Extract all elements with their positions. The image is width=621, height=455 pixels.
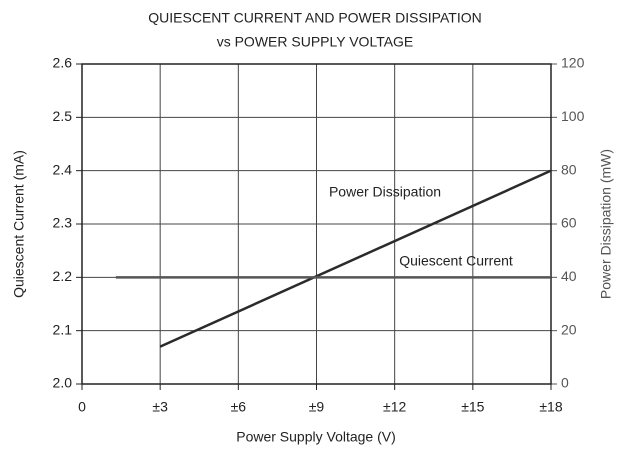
y2-tick-label: 0 — [561, 375, 569, 391]
series-label: Power Dissipation — [329, 184, 441, 200]
y2-tick-label: 60 — [561, 215, 577, 231]
y-tick-label: 2.5 — [53, 108, 73, 124]
y-tick-label: 2.2 — [53, 268, 73, 284]
x-tick-label: ±18 — [539, 399, 562, 415]
y2-tick-label: 80 — [561, 161, 577, 177]
x-tick-label: 0 — [78, 399, 86, 415]
y-tick-label: 2.0 — [53, 375, 73, 391]
y-tick-label: 2.1 — [53, 321, 73, 337]
series-label: Quiescent Current — [399, 253, 513, 269]
x-tick-label: ±6 — [231, 399, 247, 415]
y2-tick-label: 100 — [561, 108, 585, 124]
x-axis-label: Power Supply Voltage (V) — [236, 429, 396, 445]
y2-tick-label: 120 — [561, 55, 585, 71]
x-tick-label: ±3 — [152, 399, 168, 415]
y-tick-label: 2.4 — [53, 161, 73, 177]
x-tick-label: ±12 — [383, 399, 406, 415]
x-tick-label: ±9 — [309, 399, 325, 415]
plot-frame — [81, 63, 552, 385]
chart-title: QUIESCENT CURRENT AND POWER DISSIPATION — [148, 10, 481, 26]
y-tick-label: 2.6 — [53, 55, 73, 71]
y-tick-label: 2.3 — [53, 215, 73, 231]
y-axis-label: Quiescent Current (mA) — [11, 150, 27, 298]
y2-axis-label: Power Dissipation (mW) — [598, 149, 614, 299]
x-tick-label: ±15 — [461, 399, 484, 415]
y2-tick-label: 20 — [561, 321, 577, 337]
y2-tick-label: 40 — [561, 268, 577, 284]
series-line — [159, 169, 552, 348]
chart-subtitle: vs POWER SUPPLY VOLTAGE — [217, 34, 414, 50]
